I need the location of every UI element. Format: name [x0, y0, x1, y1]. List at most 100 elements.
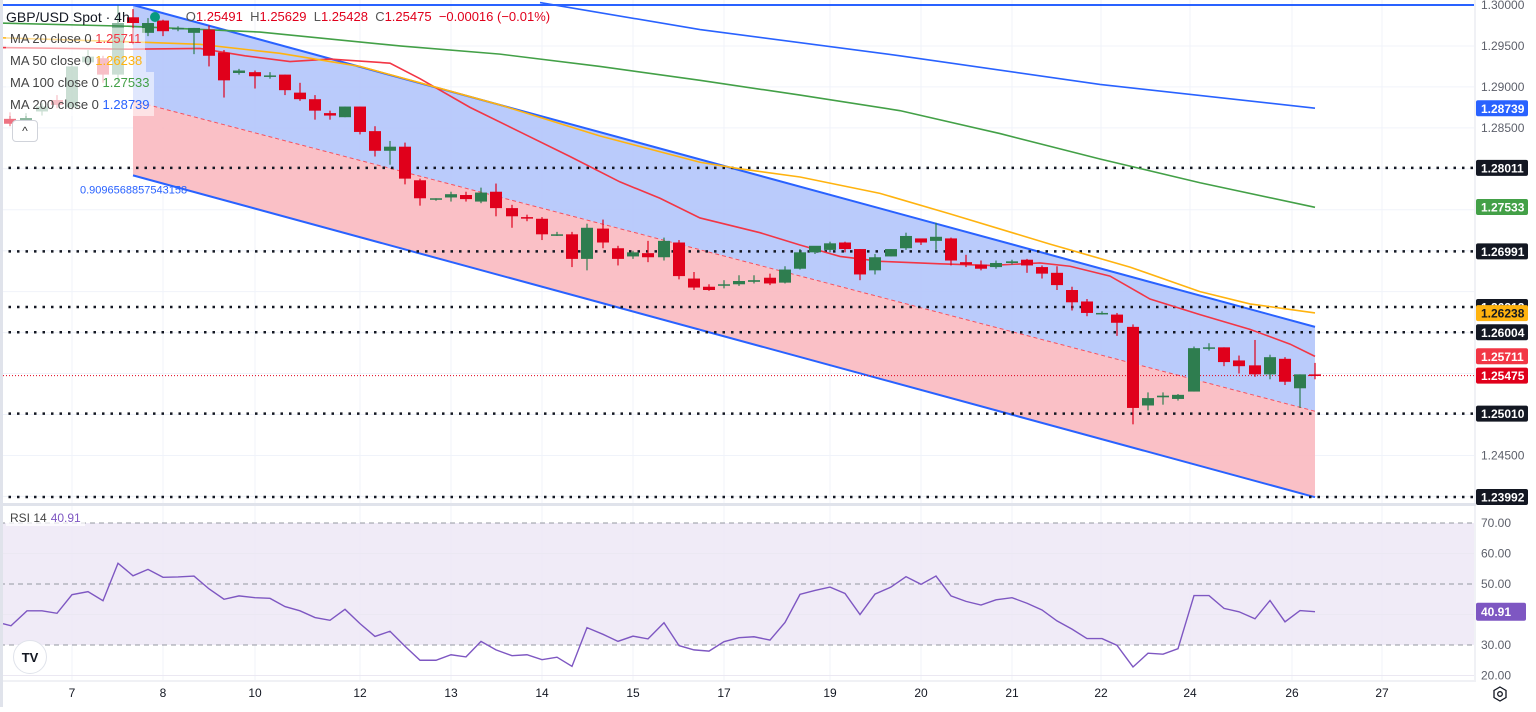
- svg-text:22: 22: [1094, 686, 1108, 700]
- candle: [809, 245, 821, 254]
- candle: [1249, 339, 1261, 377]
- rsi-legend[interactable]: RSI 14 40.91: [6, 510, 85, 526]
- candle: [915, 238, 927, 245]
- candle: [627, 250, 639, 259]
- candle: [945, 237, 957, 266]
- indicator-value: 1.26238: [95, 53, 143, 68]
- candle: [249, 70, 261, 89]
- candle: [1188, 346, 1200, 392]
- indicator-label: MA 20 close 0: [10, 31, 92, 46]
- svg-text:14: 14: [535, 686, 549, 700]
- candle: [1006, 259, 1018, 265]
- candle: [264, 72, 276, 79]
- candle: [688, 271, 700, 291]
- candle: [506, 204, 518, 228]
- candle: [824, 241, 836, 253]
- candle: [718, 280, 730, 289]
- indicator-ma200[interactable]: MA 200 close 0 1.28739: [6, 94, 550, 116]
- candle: [1218, 347, 1230, 367]
- settings-gear-icon[interactable]: [1492, 686, 1508, 702]
- svg-text:10: 10: [248, 686, 262, 700]
- candle: [900, 232, 912, 250]
- candle: [445, 191, 457, 202]
- candle: [294, 82, 306, 101]
- svg-text:1.26004: 1.26004: [1481, 326, 1525, 340]
- indicator-value: 1.25711: [95, 31, 142, 46]
- close-label: C: [375, 9, 385, 24]
- candle: [885, 249, 897, 257]
- low-value: 1.25428: [320, 9, 368, 24]
- svg-text:21: 21: [1005, 686, 1019, 700]
- svg-text:7: 7: [69, 686, 76, 700]
- candle: [1066, 286, 1078, 311]
- legend-header: GBP/USD Spot · 4h O1.25491 H1.25629 L1.2…: [6, 6, 550, 28]
- market-status-icon[interactable]: [149, 12, 160, 22]
- candle: [551, 231, 563, 236]
- candle: [1309, 362, 1321, 380]
- candle: [869, 253, 881, 275]
- candle: [960, 254, 972, 268]
- candle: [218, 50, 230, 98]
- candle: [1036, 265, 1048, 279]
- svg-text:1.24500: 1.24500: [1481, 448, 1525, 462]
- collapse-legend-button[interactable]: ^: [12, 120, 38, 142]
- svg-text:1.26991: 1.26991: [1481, 245, 1525, 259]
- svg-text:1.28739: 1.28739: [1481, 102, 1525, 116]
- candle: [733, 275, 745, 286]
- candle: [597, 219, 609, 249]
- candle: [794, 249, 806, 270]
- channel-upper-fill: [133, 5, 1315, 412]
- candle: [566, 231, 578, 268]
- candle: [536, 217, 548, 241]
- svg-text:30.00: 30.00: [1481, 638, 1511, 652]
- tradingview-logo-icon[interactable]: TV: [13, 640, 47, 674]
- candle: [233, 68, 245, 75]
- candle: [1172, 394, 1184, 401]
- svg-text:40.91: 40.91: [1481, 605, 1511, 619]
- candle: [764, 273, 776, 286]
- candle: [642, 240, 654, 263]
- candle: [673, 240, 685, 280]
- svg-text:50.00: 50.00: [1481, 577, 1511, 591]
- candle: [203, 25, 215, 67]
- svg-text:26: 26: [1285, 686, 1299, 700]
- indicator-value: 1.28739: [102, 97, 150, 112]
- candle: [1294, 374, 1306, 408]
- candle: [339, 106, 351, 118]
- candle: [279, 74, 291, 96]
- candle: [1279, 357, 1291, 386]
- indicator-ma100[interactable]: MA 100 close 0 1.27533: [6, 72, 550, 94]
- candle: [430, 198, 442, 201]
- svg-text:1.23992: 1.23992: [1481, 491, 1525, 505]
- symbol-name: GBP/USD Spot: [6, 9, 102, 25]
- candle: [658, 237, 670, 261]
- svg-text:17: 17: [717, 686, 731, 700]
- svg-text:1.25010: 1.25010: [1481, 407, 1525, 421]
- svg-text:1.29500: 1.29500: [1481, 39, 1525, 53]
- svg-text:0.9096568857543158: 0.9096568857543158: [80, 184, 187, 196]
- indicator-ma50[interactable]: MA 50 close 0 1.26238: [6, 50, 550, 72]
- close-value: 1.25475: [384, 9, 432, 24]
- svg-text:1.28011: 1.28011: [1481, 161, 1524, 175]
- symbol-title[interactable]: GBP/USD Spot · 4h: [6, 6, 130, 28]
- chart-legend: GBP/USD Spot · 4h O1.25491 H1.25629 L1.2…: [6, 6, 550, 116]
- candle: [975, 260, 987, 271]
- candle: [1081, 299, 1093, 317]
- svg-text:1.28500: 1.28500: [1481, 121, 1525, 135]
- candle: [990, 260, 1002, 269]
- indicator-value: 1.27533: [102, 75, 150, 90]
- indicator-label: MA 200 close 0: [10, 97, 99, 112]
- candle: [1127, 324, 1139, 425]
- candle: [1233, 355, 1245, 374]
- svg-text:27: 27: [1375, 686, 1389, 700]
- candle: [1096, 311, 1108, 315]
- candle: [475, 187, 487, 204]
- svg-text:1.25475: 1.25475: [1481, 369, 1525, 383]
- candle: [703, 284, 715, 291]
- open-label: O: [185, 9, 196, 24]
- candle: [1142, 392, 1154, 411]
- indicator-ma20[interactable]: MA 20 close 0 1.25711: [6, 28, 550, 50]
- candle: [142, 18, 154, 37]
